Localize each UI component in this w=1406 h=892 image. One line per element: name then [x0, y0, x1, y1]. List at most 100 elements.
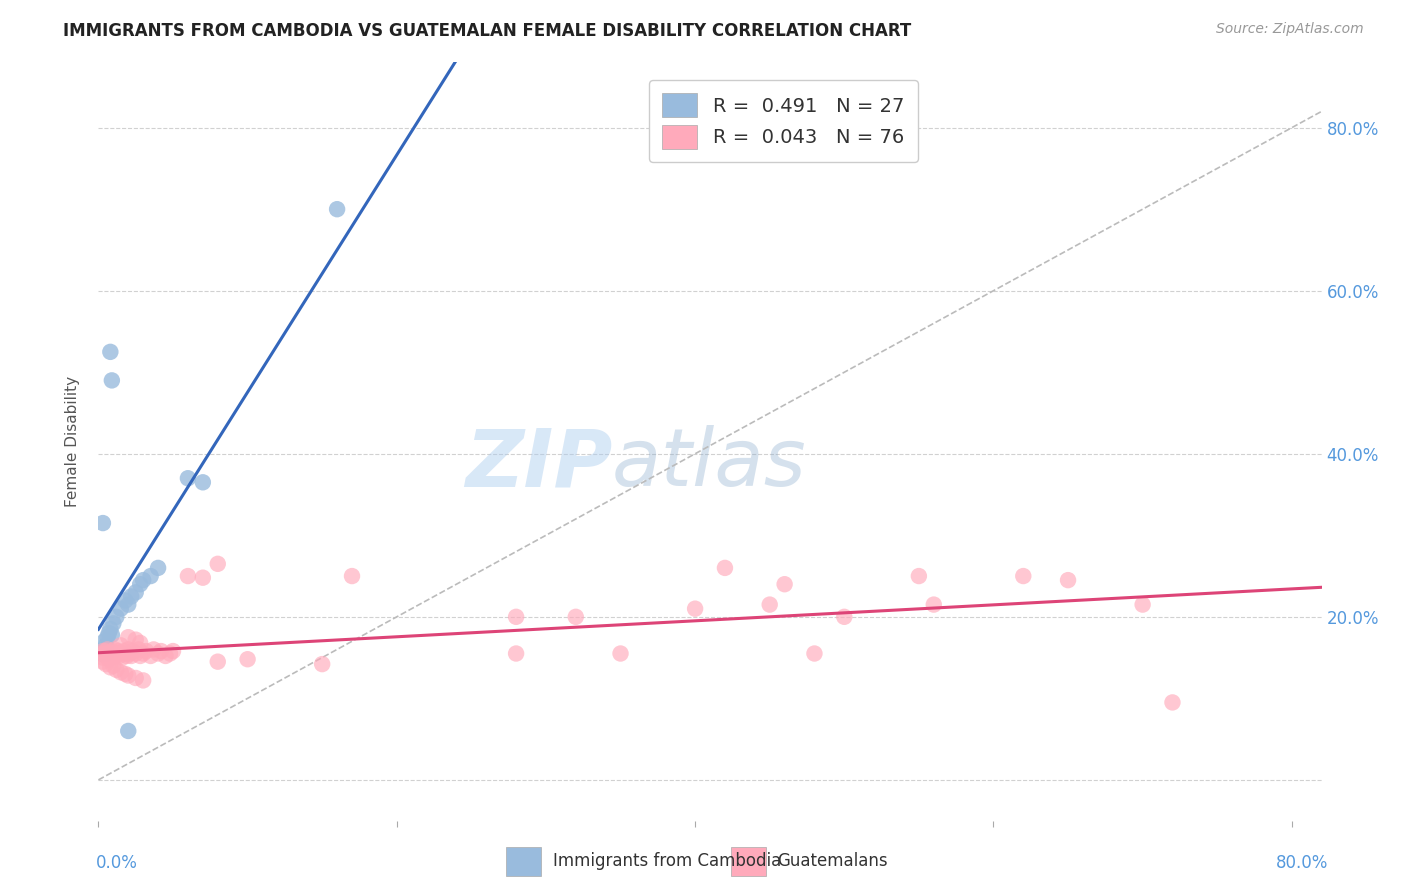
- Point: [107, 644, 129, 658]
- Point: [129, 636, 152, 650]
- Point: [96, 642, 118, 657]
- Point: [114, 593, 136, 607]
- Point: [129, 648, 152, 663]
- Point: [91, 516, 114, 530]
- Point: [104, 642, 127, 657]
- Point: [120, 648, 142, 663]
- Point: [91, 655, 114, 669]
- Point: [139, 569, 162, 583]
- Point: [832, 610, 855, 624]
- Point: [94, 644, 117, 658]
- Point: [758, 598, 780, 612]
- Point: [98, 344, 121, 359]
- Text: Immigrants from Cambodia: Immigrants from Cambodia: [553, 852, 780, 870]
- Point: [97, 626, 120, 640]
- Text: ZIP: ZIP: [465, 425, 612, 503]
- Point: [125, 585, 148, 599]
- Point: [94, 647, 117, 661]
- Point: [91, 644, 114, 658]
- Point: [132, 573, 155, 587]
- Point: [1012, 569, 1035, 583]
- Point: [98, 660, 121, 674]
- Point: [110, 601, 132, 615]
- Point: [98, 648, 121, 663]
- Point: [117, 723, 139, 738]
- Point: [101, 644, 124, 658]
- Point: [111, 650, 134, 665]
- Point: [1161, 695, 1184, 709]
- Point: [110, 638, 132, 652]
- Text: atlas: atlas: [612, 425, 807, 503]
- Point: [177, 471, 200, 485]
- Point: [139, 648, 162, 663]
- Point: [101, 373, 124, 387]
- Point: [98, 622, 121, 636]
- Point: [159, 647, 181, 661]
- Point: [125, 632, 148, 647]
- Point: [120, 590, 142, 604]
- Point: [108, 648, 131, 663]
- Point: [97, 652, 120, 666]
- Text: Source: ZipAtlas.com: Source: ZipAtlas.com: [1216, 22, 1364, 37]
- Text: IMMIGRANTS FROM CAMBODIA VS GUATEMALAN FEMALE DISABILITY CORRELATION CHART: IMMIGRANTS FROM CAMBODIA VS GUATEMALAN F…: [63, 22, 911, 40]
- Point: [117, 642, 139, 657]
- Point: [505, 647, 527, 661]
- Point: [97, 647, 120, 661]
- Text: 0.0%: 0.0%: [96, 854, 138, 871]
- Point: [94, 648, 117, 663]
- Point: [505, 610, 527, 624]
- Point: [155, 648, 177, 663]
- Point: [112, 644, 135, 658]
- Point: [565, 610, 588, 624]
- Point: [118, 647, 141, 661]
- Point: [146, 647, 169, 661]
- Point: [91, 650, 114, 665]
- Point: [114, 666, 136, 681]
- Point: [236, 652, 259, 666]
- FancyBboxPatch shape: [506, 847, 541, 876]
- Point: [714, 561, 737, 575]
- Point: [132, 673, 155, 688]
- Point: [683, 601, 706, 615]
- Point: [142, 642, 165, 657]
- Point: [908, 569, 931, 583]
- Point: [93, 634, 115, 648]
- Point: [146, 561, 169, 575]
- Point: [311, 657, 333, 672]
- Point: [96, 630, 118, 644]
- Point: [1132, 598, 1154, 612]
- Point: [609, 647, 631, 661]
- Point: [128, 642, 150, 657]
- Point: [115, 648, 138, 663]
- Point: [207, 655, 229, 669]
- Text: Guatemalans: Guatemalans: [778, 852, 889, 870]
- Point: [125, 647, 148, 661]
- FancyBboxPatch shape: [731, 847, 766, 876]
- Point: [803, 647, 825, 661]
- Point: [98, 647, 121, 661]
- Text: 80.0%: 80.0%: [1277, 854, 1329, 871]
- Point: [110, 665, 132, 680]
- Point: [103, 650, 125, 665]
- Point: [132, 647, 155, 661]
- Point: [117, 630, 139, 644]
- Point: [177, 569, 200, 583]
- Point: [125, 671, 148, 685]
- Point: [150, 644, 173, 658]
- Point: [91, 647, 114, 661]
- Point: [90, 647, 112, 661]
- Point: [105, 663, 128, 677]
- Point: [340, 569, 363, 583]
- Point: [773, 577, 796, 591]
- Point: [326, 202, 349, 217]
- Point: [96, 647, 118, 661]
- Point: [110, 647, 132, 661]
- Point: [207, 557, 229, 571]
- Point: [101, 628, 124, 642]
- Y-axis label: Female Disability: Female Disability: [65, 376, 80, 508]
- Legend: R =  0.491   N = 27, R =  0.043   N = 76: R = 0.491 N = 27, R = 0.043 N = 76: [648, 79, 918, 162]
- Point: [90, 647, 112, 661]
- Point: [191, 475, 214, 490]
- Point: [94, 657, 117, 672]
- Point: [162, 644, 184, 658]
